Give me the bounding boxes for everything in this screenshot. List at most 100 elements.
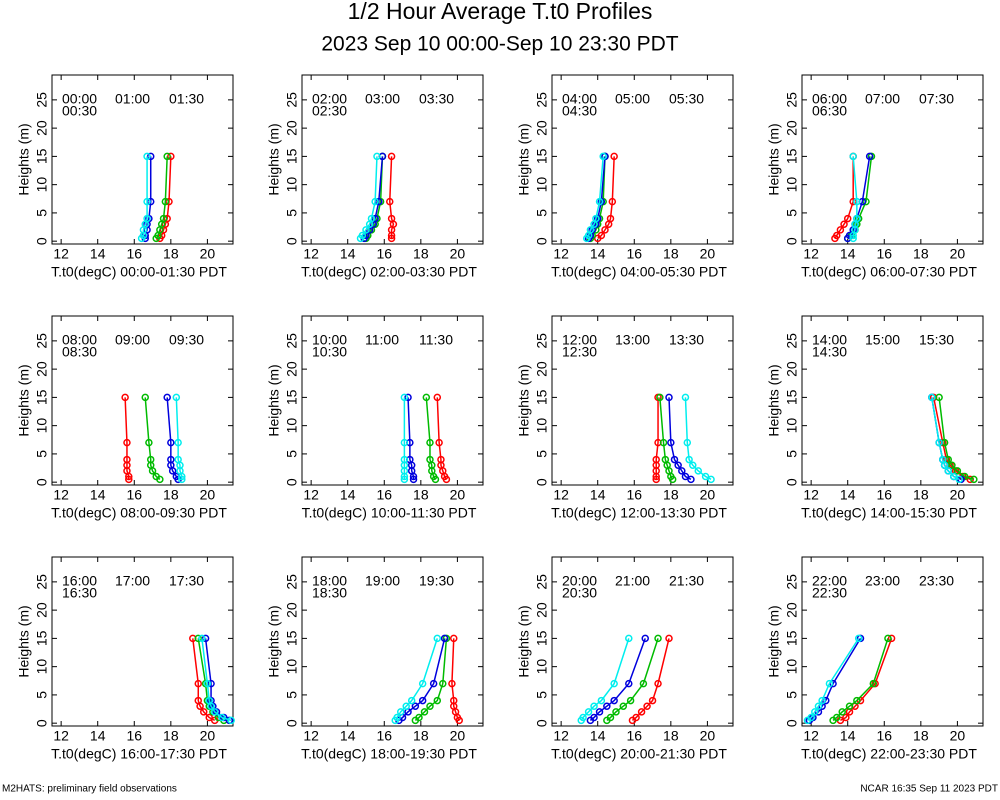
profile-point xyxy=(625,634,633,643)
profile-point xyxy=(601,226,609,234)
legend-entry: 13:30 xyxy=(669,332,704,348)
profile-line xyxy=(394,638,439,721)
legend-entry: 00:30 xyxy=(62,103,97,119)
profile-point xyxy=(145,438,153,447)
y-tick-label: 25 xyxy=(784,574,800,590)
profile-point xyxy=(694,467,703,475)
profile-point xyxy=(595,708,604,716)
plot-frame xyxy=(51,74,234,245)
profile-point xyxy=(152,472,160,481)
y-tick-label: 0 xyxy=(534,478,550,486)
x-tick-label: 20 xyxy=(450,487,466,503)
y-tick-label: 25 xyxy=(284,574,300,590)
y-tick-label: 25 xyxy=(34,574,50,590)
y-tick-label: 0 xyxy=(34,237,50,245)
x-tick-label: 18 xyxy=(163,487,179,503)
profile-point xyxy=(437,455,445,464)
profile-point xyxy=(842,713,850,722)
legend-entry: 16:00 xyxy=(62,573,97,589)
y-tick-label: 25 xyxy=(34,333,50,349)
legend-entry: 06:00 xyxy=(812,91,847,107)
y-axis-label: Heights (m) xyxy=(766,123,782,195)
profile-point xyxy=(884,634,892,643)
profile-point xyxy=(387,214,396,223)
y-tick-label: 0 xyxy=(784,237,800,245)
y-tick-label: 15 xyxy=(34,148,50,164)
profile-point xyxy=(396,708,405,716)
profile-point xyxy=(939,455,947,464)
legend-entry: 22:00 xyxy=(812,573,847,589)
x-tick-label: 14 xyxy=(590,487,606,503)
x-tick-label: 12 xyxy=(53,487,69,503)
profile-point xyxy=(639,679,648,688)
profile-point xyxy=(418,696,427,705)
profile-point xyxy=(608,197,617,206)
legend-entry: 10:00 xyxy=(312,332,347,348)
legend-entry: 16:30 xyxy=(62,585,97,601)
y-tick-label: 0 xyxy=(34,719,50,727)
x-tick-label: 18 xyxy=(913,487,929,503)
profile-point xyxy=(386,197,394,206)
x-tick-label: 12 xyxy=(303,246,319,262)
plot-frame xyxy=(551,74,734,245)
profile-point xyxy=(843,214,852,223)
profile-point xyxy=(174,455,182,464)
profile-line xyxy=(834,156,854,239)
y-tick-label: 15 xyxy=(784,630,800,646)
profile-point xyxy=(687,475,695,484)
y-axis-label: Heights (m) xyxy=(16,364,32,436)
y-tick-label: 20 xyxy=(784,120,800,136)
profile-point xyxy=(970,475,978,484)
x-tick-label: 14 xyxy=(90,728,106,744)
legend-entry: 12:00 xyxy=(562,332,597,348)
profile-point xyxy=(595,197,604,206)
profile-point xyxy=(167,152,175,161)
profile-point xyxy=(167,455,175,464)
profile-line xyxy=(938,397,975,481)
profile-point xyxy=(935,393,943,402)
profile-point xyxy=(172,393,181,402)
x-axis-label: T.t0(degC) 14:00-15:30 PDT xyxy=(801,505,977,521)
legend-entry: 02:30 xyxy=(312,103,347,119)
y-tick-label: 10 xyxy=(284,418,300,434)
profile-point xyxy=(667,438,675,447)
legend-entry: 05:00 xyxy=(615,91,650,107)
profile-point xyxy=(205,713,213,722)
x-tick-label: 20 xyxy=(950,487,966,503)
profile-point xyxy=(411,702,420,710)
legend-entry: 14:00 xyxy=(812,332,847,348)
y-axis-label: Heights (m) xyxy=(266,123,282,195)
profile-point xyxy=(178,475,186,484)
x-axis-label: T.t0(degC) 00:00-01:30 PDT xyxy=(51,264,227,280)
profile-point xyxy=(832,231,841,240)
profile-point xyxy=(415,713,423,722)
y-tick-label: 20 xyxy=(784,602,800,618)
profile-point xyxy=(944,467,953,475)
x-axis-label: T.t0(degC) 16:00-17:30 PDT xyxy=(51,746,227,762)
profile-point xyxy=(681,472,690,481)
y-tick-label: 15 xyxy=(284,389,300,405)
profile-point xyxy=(592,214,600,223)
profile-point xyxy=(610,696,618,705)
plot-frame xyxy=(51,556,234,727)
profile-point xyxy=(429,679,438,688)
profile-line xyxy=(144,397,161,480)
y-tick-label: 20 xyxy=(34,602,50,618)
legend-entry: 11:30 xyxy=(419,332,453,348)
profile-point xyxy=(163,152,171,161)
legend-entry: 22:30 xyxy=(812,585,847,601)
profile-point xyxy=(674,461,682,469)
profile-point xyxy=(400,455,409,464)
legend-entry: 21:30 xyxy=(669,573,704,589)
legend-entry: 17:30 xyxy=(169,573,204,589)
plot-frame xyxy=(801,556,984,727)
x-tick-label: 14 xyxy=(90,246,106,262)
y-tick-label: 10 xyxy=(534,659,550,675)
profile-line xyxy=(589,638,646,721)
profile-point xyxy=(435,438,443,447)
profile-point xyxy=(433,696,442,705)
x-tick-label: 18 xyxy=(663,246,679,262)
x-tick-label: 14 xyxy=(840,728,856,744)
y-tick-label: 25 xyxy=(284,92,300,108)
